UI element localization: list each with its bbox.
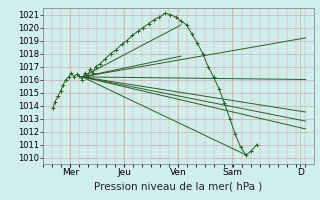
X-axis label: Pression niveau de la mer( hPa ): Pression niveau de la mer( hPa ) <box>94 181 262 191</box>
